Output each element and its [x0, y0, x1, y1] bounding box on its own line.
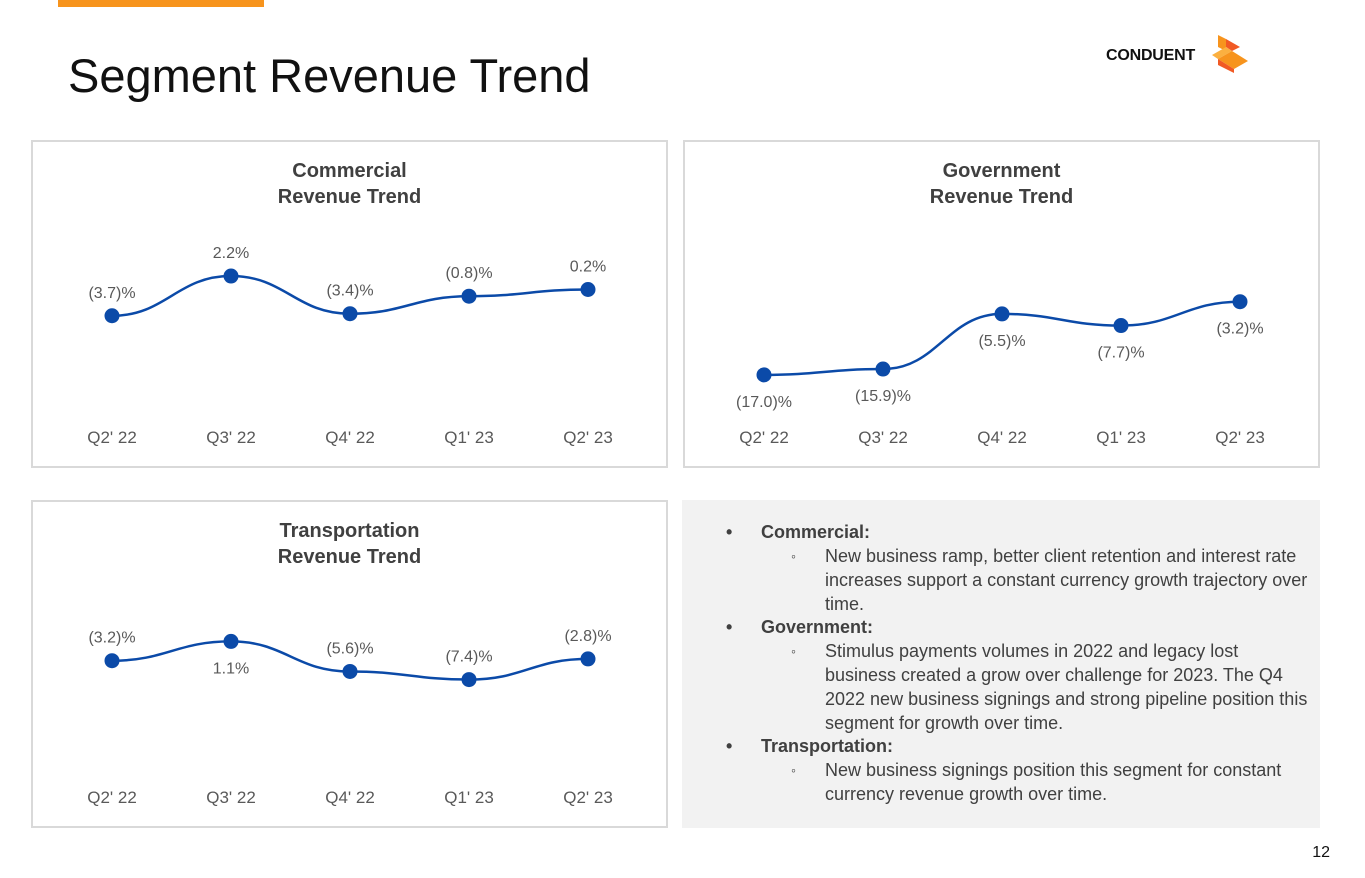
x-tick-label: Q1' 23 — [1096, 428, 1146, 447]
x-tick-label: Q2' 23 — [563, 788, 613, 807]
data-point — [580, 282, 596, 297]
data-label: (3.7)% — [88, 285, 135, 302]
chart-title-line: Revenue Trend — [930, 186, 1073, 208]
commentary-panel: Commercial: New business ramp, better cl… — [682, 500, 1320, 828]
data-point — [461, 288, 477, 304]
x-tick-label: Q1' 23 — [444, 428, 494, 447]
data-point — [104, 308, 120, 324]
data-label: (5.5)% — [978, 333, 1025, 350]
chart-title-line: Transportation — [279, 520, 419, 542]
chart-title-line: Revenue Trend — [278, 186, 421, 208]
x-tick-label: Q2' 22 — [739, 428, 789, 447]
data-point — [104, 653, 120, 669]
data-point — [756, 367, 772, 383]
commentary-item: Transportation: New business signings po… — [726, 735, 1308, 806]
chart-title-line: Government — [943, 160, 1061, 182]
data-label: 0.2% — [570, 259, 606, 276]
data-label: (0.8)% — [445, 265, 492, 282]
x-tick-label: Q4' 22 — [977, 428, 1027, 447]
data-point — [580, 651, 596, 667]
x-tick-label: Q1' 23 — [444, 788, 494, 807]
commentary-item: Commercial: New business ramp, better cl… — [726, 521, 1308, 616]
x-tick-label: Q2' 23 — [563, 428, 613, 447]
transportation-chart-panel: Transportation Revenue Trend (3.2)% Q2' 22 1… — [31, 500, 668, 828]
data-point — [223, 633, 239, 649]
top-accent-bar — [58, 0, 264, 7]
commentary-heading: Commercial: — [761, 522, 871, 542]
data-label: (15.9)% — [855, 388, 911, 405]
commentary-item: Government: Stimulus payments volumes in… — [726, 616, 1308, 735]
commentary-heading: Government: — [761, 617, 874, 637]
x-tick-label: Q2' 22 — [87, 428, 137, 447]
commentary-heading: Transportation: — [761, 736, 894, 756]
data-point — [223, 268, 239, 284]
commercial-revenue-chart: Commercial Revenue Trend (3.7)% Q2' 22 2.2% Q… — [87, 160, 613, 447]
commentary-detail: New business signings position this segm… — [761, 758, 1308, 806]
government-revenue-chart: Government Revenue Trend (17.0)% Q2' 22 (15.… — [736, 160, 1265, 447]
data-point — [461, 672, 477, 688]
x-tick-label: Q3' 22 — [206, 788, 256, 807]
data-point — [342, 306, 358, 322]
data-label: (5.6)% — [326, 640, 373, 657]
commercial-chart-panel: Commercial Revenue Trend (3.7)% Q2' 22 2.2% Q… — [31, 140, 668, 468]
commentary-detail: New business ramp, better client retenti… — [761, 544, 1308, 616]
commentary-list: Commercial: New business ramp, better cl… — [726, 521, 1308, 806]
data-point — [875, 361, 891, 377]
page-title: Segment Revenue Trend — [68, 49, 591, 102]
data-label: (17.0)% — [736, 394, 792, 411]
data-point — [1113, 318, 1129, 334]
logo-mark-icon — [1212, 35, 1248, 73]
chart-title-line: Revenue Trend — [278, 546, 421, 568]
data-point — [1232, 294, 1248, 310]
x-tick-label: Q3' 22 — [206, 428, 256, 447]
government-chart-panel: Government Revenue Trend (17.0)% Q2' 22 (15.… — [683, 140, 1320, 468]
x-tick-label: Q4' 22 — [325, 428, 375, 447]
x-tick-label: Q3' 22 — [858, 428, 908, 447]
page-number: 12 — [1312, 844, 1330, 861]
data-label: (7.4)% — [445, 649, 492, 666]
chart-title-line: Commercial — [292, 160, 407, 182]
logo-text: CONDUENT — [1106, 47, 1196, 64]
data-label: (3.2)% — [88, 630, 135, 647]
x-tick-label: Q4' 22 — [325, 788, 375, 807]
data-point — [342, 663, 358, 679]
commentary-detail: Stimulus payments volumes in 2022 and le… — [761, 639, 1308, 735]
x-tick-label: Q2' 22 — [87, 788, 137, 807]
transportation-revenue-chart: Transportation Revenue Trend (3.2)% Q2' 22 1… — [87, 520, 613, 807]
data-label: (3.4)% — [326, 283, 373, 300]
data-label: (2.8)% — [564, 628, 611, 645]
company-logo: CONDUENT — [1106, 33, 1256, 77]
data-label: 1.1% — [213, 660, 249, 677]
data-label: (3.2)% — [1216, 321, 1263, 338]
x-tick-label: Q2' 23 — [1215, 428, 1265, 447]
data-label: 2.2% — [213, 245, 249, 262]
data-label: (7.7)% — [1097, 345, 1144, 362]
data-point — [994, 306, 1010, 322]
